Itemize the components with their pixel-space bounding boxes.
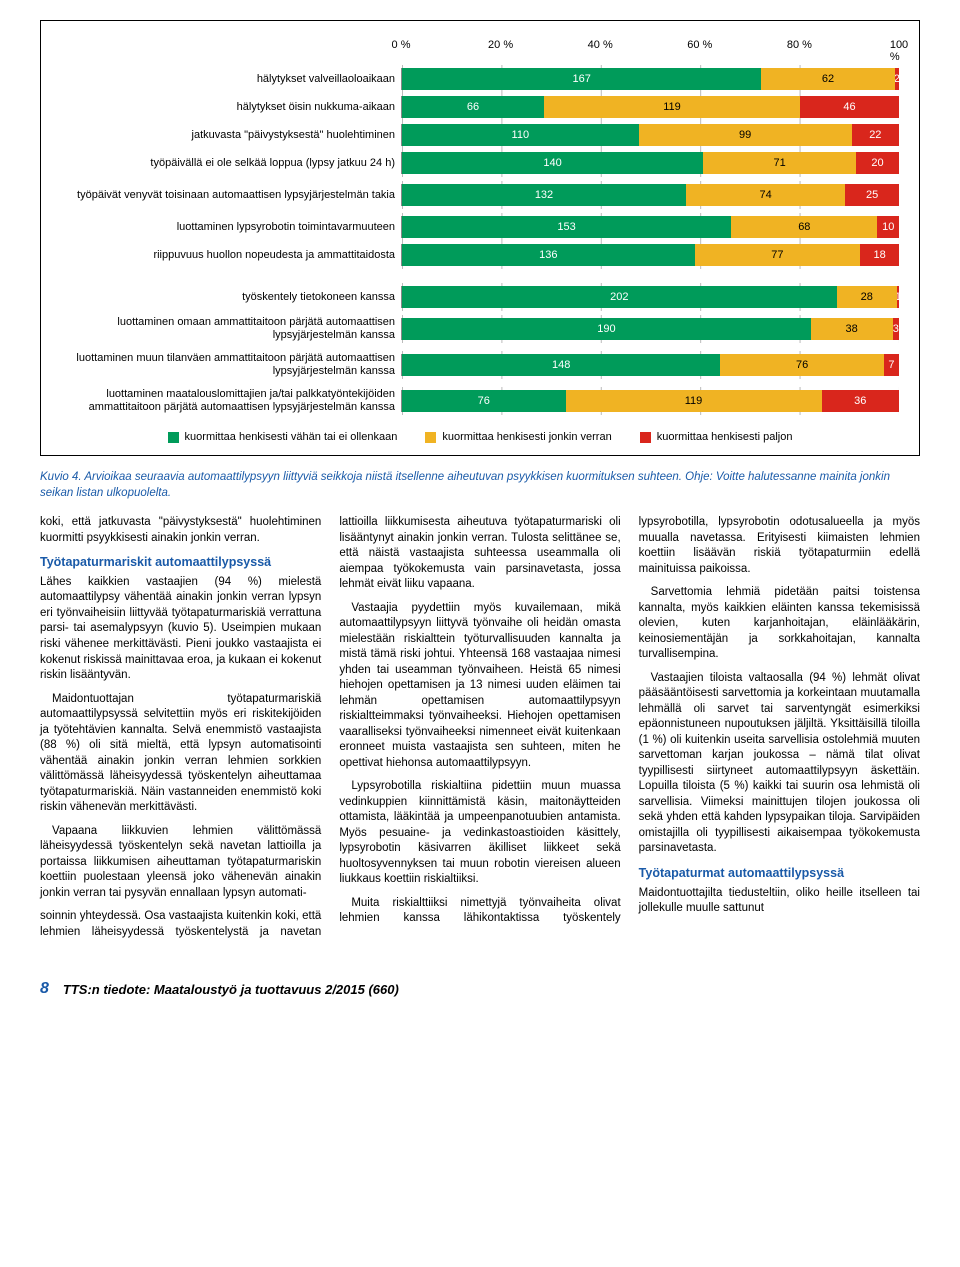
chart-bar-segment: 76	[720, 354, 884, 376]
legend-swatch	[640, 432, 651, 443]
chart-bar-segment: 148	[402, 354, 720, 376]
chart-row-label: hälytykset öisin nukkuma-aikaan	[61, 101, 401, 114]
body-p: Vapaana liikkuvien lehmien välittömässä …	[40, 824, 321, 902]
chart-bar: 6611946	[401, 96, 899, 118]
chart-bar-segment: 22	[852, 124, 899, 146]
chart-bar-segment: 28	[837, 286, 897, 308]
chart-bar-segment: 119	[566, 390, 822, 412]
legend-label: kuormittaa henkisesti jonkin verran	[442, 431, 611, 443]
chart-bar-segment: 7	[884, 354, 899, 376]
legend-item: kuormittaa henkisesti paljon	[640, 431, 793, 443]
chart-bar: 1327425	[401, 184, 899, 206]
chart-bar: 148767	[401, 354, 899, 376]
chart-row-label: luottaminen maatalouslomittajien ja/tai …	[61, 388, 401, 413]
chart-bar-segment: 153	[402, 216, 731, 238]
chart-bar-segment: 1	[897, 286, 899, 308]
axis-tick: 80 %	[787, 39, 812, 51]
chart-bar-segment: 36	[822, 390, 899, 412]
page-number: 8	[40, 980, 49, 998]
chart-bar-segment: 190	[402, 318, 811, 340]
chart-bar-segment: 119	[544, 96, 800, 118]
axis-tick: 100 %	[890, 39, 908, 63]
chart-bar: 7611936	[401, 390, 899, 412]
chart-bar-segment: 46	[800, 96, 899, 118]
chart-row-label: luottaminen muun tilanväen ammattitaitoo…	[61, 352, 401, 377]
chart-row-label: työskentely tietokoneen kanssa	[61, 291, 401, 304]
chart-bar-segment: 136	[402, 244, 695, 266]
body-text: koki, että jatkuvasta "päivystyksestä" h…	[40, 515, 920, 940]
chart-bar-segment: 18	[860, 244, 899, 266]
chart-bar-segment: 77	[695, 244, 861, 266]
footer-title: TTS:n tiedote: Maataloustyö ja tuottavuu…	[63, 982, 399, 997]
chart-row-label: työpäivällä ei ole selkää loppua (lypsy …	[61, 157, 401, 170]
section-heading: Työtapaturmat automaattilypsyssä	[639, 865, 920, 882]
chart-row-label: luottaminen lypsyrobotin toimintavarmuut…	[61, 221, 401, 234]
chart-legend: kuormittaa henkisesti vähän tai ei ollen…	[61, 431, 899, 443]
chart-bar-segment: 38	[811, 318, 893, 340]
body-p: Maidontuottajilta tiedusteltiin, oliko h…	[639, 886, 920, 917]
chart-bar-segment: 2	[895, 68, 899, 90]
chart-row-label: jatkuvasta "päivystyksestä" huolehtimine…	[61, 129, 401, 142]
chart-bar-segment: 74	[686, 184, 845, 206]
chart-bar-segment: 167	[402, 68, 761, 90]
chart-area: hälytykset valveillaoloaikaan hälytykset …	[61, 39, 899, 419]
chart-bar-segment: 71	[703, 152, 856, 174]
chart-bar: 1536810	[401, 216, 899, 238]
chart-bar-segment: 20	[856, 152, 899, 174]
chart-labels-column: hälytykset valveillaoloaikaan hälytykset …	[61, 39, 401, 419]
chart-row-label: hälytykset valveillaoloaikaan	[61, 73, 401, 86]
chart-bar: 1367718	[401, 244, 899, 266]
chart-bar-segment: 76	[402, 390, 566, 412]
chart-bar: 202281	[401, 286, 899, 308]
axis-tick: 40 %	[588, 39, 613, 51]
chart-bar: 1407120	[401, 152, 899, 174]
section-heading: Työtapaturmariskit automaattilypsyssä	[40, 554, 321, 571]
legend-label: kuormittaa henkisesti paljon	[657, 431, 793, 443]
chart-bars-column: 0 %20 %40 %60 %80 %100 % 167622661194611…	[401, 39, 899, 419]
legend-item: kuormittaa henkisesti vähän tai ei ollen…	[168, 431, 398, 443]
chart-bar-segment: 110	[402, 124, 639, 146]
axis-tick: 20 %	[488, 39, 513, 51]
legend-swatch	[425, 432, 436, 443]
chart-bar-segment: 10	[877, 216, 899, 238]
body-p: koki, että jatkuvasta "päivystyksestä" h…	[40, 515, 321, 546]
chart-bar-segment: 202	[402, 286, 837, 308]
legend-label: kuormittaa henkisesti vähän tai ei ollen…	[185, 431, 398, 443]
chart-bar-segment: 132	[402, 184, 686, 206]
figure-caption: Kuvio 4. Arvioikaa seuraavia automaattil…	[40, 470, 920, 501]
chart-bar: 167622	[401, 68, 899, 90]
chart-container: hälytykset valveillaoloaikaan hälytykset …	[40, 20, 920, 456]
chart-row-label: luottaminen omaan ammattitaitoon pärjätä…	[61, 316, 401, 341]
chart-axis: 0 %20 %40 %60 %80 %100 %	[401, 39, 899, 59]
chart-bar-segment: 99	[639, 124, 852, 146]
chart-bar-segment: 25	[845, 184, 899, 206]
body-p: Lähes kaikkien vastaajien (94 %) mielest…	[40, 575, 321, 684]
chart-row-label: työpäivät venyvät toisinaan automaattise…	[61, 189, 401, 202]
body-p: Vastaajia pyydettiin myös kuvailemaan, m…	[339, 601, 620, 772]
axis-tick: 60 %	[687, 39, 712, 51]
chart-bar-segment: 68	[731, 216, 877, 238]
chart-bar-segment: 62	[761, 68, 894, 90]
chart-bar-segment: 140	[402, 152, 703, 174]
chart-bar: 190383	[401, 318, 899, 340]
legend-item: kuormittaa henkisesti jonkin verran	[425, 431, 611, 443]
body-p: Sarvettomia lehmiä pidetään paitsi toist…	[639, 585, 920, 663]
body-p: Maidontuottajan työtapaturmariskiä autom…	[40, 692, 321, 816]
axis-tick: 0 %	[392, 39, 411, 51]
body-p: Vastaajien tiloista valtaosalla (94 %) l…	[639, 671, 920, 857]
chart-row-label: riippuvuus huollon nopeudesta ja ammatti…	[61, 249, 401, 262]
legend-swatch	[168, 432, 179, 443]
chart-bar-segment: 66	[402, 96, 544, 118]
chart-bar-segment: 3	[893, 318, 899, 340]
page-footer: 8 TTS:n tiedote: Maataloustyö ja tuottav…	[40, 980, 920, 998]
body-p: Lypsyrobotilla riskialtiina pidettiin mu…	[339, 779, 620, 888]
chart-bar: 1109922	[401, 124, 899, 146]
